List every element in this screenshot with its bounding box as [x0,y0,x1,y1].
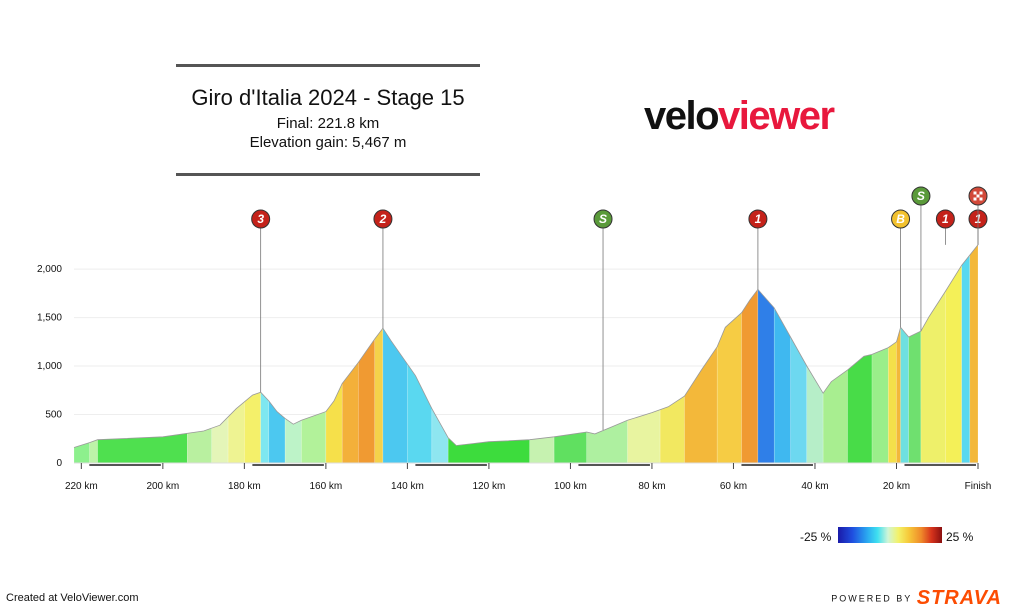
gradient-segment [847,354,873,464]
strava-logo: STRAVA [916,587,1002,609]
gradient-segment [945,264,962,464]
gradient-segment [586,419,628,464]
gradient-segment [407,363,433,464]
gradient-segment [888,341,897,464]
gradient-segment [374,327,384,464]
legend-min-label: -25 % [800,530,832,544]
gradient-segment [790,336,808,464]
gradient-segment [908,330,922,464]
sprint-marker-icon [911,186,931,206]
gradient-segment [961,254,971,464]
gradient-segment [260,391,270,464]
gradient-segment [89,439,98,464]
gradient-segment [284,417,302,464]
powered-by-label: POWERED BY [831,593,913,604]
x-tick-label: 20 km [883,481,910,492]
profile-outline [73,244,979,448]
y-tick-label: 500 [45,410,62,421]
climb-marker-icon [935,209,955,229]
stage-distance: Final: 221.8 km [276,115,380,132]
gradient-segment [741,288,759,464]
marker-label: 3 [257,212,264,226]
gradient-segment [659,395,685,464]
y-tick-label: 1,500 [37,313,62,324]
gradient-segment [553,431,587,464]
x-tick-label: 200 km [146,481,179,492]
climb-marker-icon [373,209,393,229]
marker-label: S [599,212,607,226]
gradient-segment [341,361,359,464]
gradient-segment [871,347,889,464]
title-box: Giro d'Italia 2024 - Stage 15 Final: 221… [176,64,480,176]
gradient-segment [806,365,824,464]
climb-marker-icon [748,209,768,229]
gradient-segment [969,244,979,464]
race-markers: 3 2 S 1 BS1 1 [251,186,988,431]
gradient-segment [382,327,408,464]
marker-label: 2 [379,212,387,226]
gradient-segment [268,400,286,464]
x-tick-label: 160 km [309,481,342,492]
x-axis-ticks: 220 km 200 km 180 km 160 km 140 km 120 km 100 … [65,463,991,492]
created-at-credit: Created at VeloViewer.com [6,592,139,604]
gradient-segment [900,326,909,464]
x-tick-label: 220 km [65,481,98,492]
stage-title: Giro d'Italia 2024 - Stage 15 [191,85,465,110]
gradient-segment [773,306,791,464]
marker-label: 1 [755,212,762,226]
x-tick-label: 100 km [554,481,587,492]
x-tick-label: 40 km [801,481,828,492]
gradient-segment [716,312,742,464]
profile-line [73,244,979,448]
baseline-distance-bars [74,462,978,466]
x-tick-label: 60 km [720,481,747,492]
gradient-segment [757,288,775,464]
bonus-marker-icon [891,209,911,229]
marker-label: B [896,212,905,226]
y-tick-label: 0 [56,458,62,469]
y-tick-label: 1,000 [37,361,62,372]
finish-flag-check [973,191,977,195]
marker-label: S [917,189,925,203]
gradient-segment [896,327,901,464]
x-tick-label: Finish [965,481,992,492]
gradient-segment [227,401,245,464]
gradient-segment [627,409,661,464]
stage-elevation-gain: Elevation gain: 5,467 m [249,134,407,151]
finish-flag-check [979,197,983,201]
gradient-segment [187,427,213,464]
gradient-legend-bar [838,527,942,543]
gradient-segment [529,436,555,464]
strava-badge: POWERED BY STRAVA [831,587,1002,610]
gradient-segment [684,345,718,464]
finish-flag-check [976,194,980,198]
gradient-segment [244,391,261,464]
finish-flag-check [979,191,983,195]
legend-max-label: 25 % [946,530,974,544]
x-tick-label: 80 km [638,481,665,492]
y-tick-label: 2,000 [37,264,62,275]
gradient-segment [325,383,343,464]
finish-flag-check [973,197,977,201]
gradient-segment [431,407,449,464]
sprint-marker-icon [593,209,613,229]
x-tick-label: 180 km [228,481,261,492]
veloviewer-logo: veloviewer [644,94,835,138]
gradient-segment [358,338,376,464]
climb-marker-icon [251,209,271,229]
gradient-segment [822,369,848,464]
y-axis-ticks: 0 500 1,000 1,500 2,000 [37,264,62,469]
gradient-segment [211,416,229,464]
gradient-segment [73,442,90,464]
x-tick-label: 120 km [473,481,506,492]
x-tick-label: 140 km [391,481,424,492]
gradient-segments [73,244,979,464]
marker-label: 1 [942,212,949,226]
